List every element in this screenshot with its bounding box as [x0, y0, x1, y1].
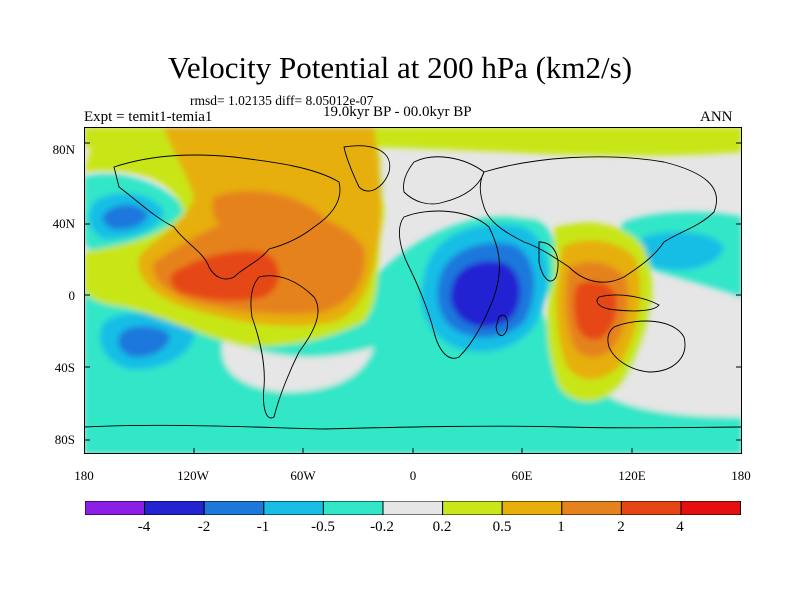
- lon-label-60e: 60E: [511, 468, 533, 483]
- season-label: ANN: [700, 109, 733, 125]
- coast-india: [538, 241, 559, 282]
- colorbar-label-9: 4: [676, 519, 684, 535]
- plot-title: Velocity Potential at 200 hPa (km2/s): [167, 50, 633, 85]
- colorbar-box-9: [620, 501, 682, 515]
- lon-label-0: 0: [409, 468, 417, 483]
- coastlines: [84, 145, 742, 430]
- colorbar-box-3: [263, 501, 324, 515]
- lat-label-80s: 80S: [54, 432, 75, 447]
- contour-neg2-east-asia: [639, 231, 724, 271]
- lon-label-180w: 180: [74, 468, 94, 483]
- contour-neutral-europe: [364, 160, 602, 222]
- contour-neutral-south-atlantic: [222, 337, 374, 392]
- lat-label-eq: 0: [68, 288, 76, 303]
- lat-label-40s: 40S: [54, 360, 75, 375]
- map-ticks: [84, 142, 742, 454]
- coast-north-america: [113, 154, 341, 280]
- contour-pos3-north-atlantic: [212, 190, 324, 243]
- colorbar-box-4: [322, 501, 384, 515]
- colorbar-label-6: 0.5: [492, 519, 512, 535]
- lat-label-40n: 40N: [52, 216, 75, 231]
- lon-label-120e: 120E: [618, 468, 646, 483]
- colorbar-box-0: [85, 501, 146, 515]
- colorbar-box-2: [203, 501, 265, 515]
- colorbar-box-6: [442, 501, 503, 515]
- colorbar-box-10: [680, 501, 741, 515]
- lat-label-80n: 80N: [52, 142, 75, 157]
- colorbar-label-4: -0.2: [370, 519, 394, 535]
- coast-greenland: [343, 145, 391, 192]
- colorbar-label-3: -0.5: [311, 519, 335, 535]
- lon-label-120w: 120W: [177, 468, 209, 483]
- contour-neg3-north-pacific: [102, 204, 148, 230]
- coast-asia: [479, 156, 717, 283]
- contour-neg4-africa: [450, 261, 521, 327]
- coast-antarctica: [84, 424, 742, 430]
- colorbar-label-2: -1: [256, 519, 270, 535]
- coast-indonesia: [596, 294, 660, 312]
- colorbar-box-5: [382, 501, 444, 515]
- coast-europe: [403, 156, 485, 205]
- stats-label: rmsd= 1.02135 diff= 8.05012e-07: [190, 93, 374, 108]
- colorbar-label-1: -2: [197, 519, 211, 535]
- coast-australia: [607, 320, 686, 373]
- colorbar-box-8: [561, 501, 622, 515]
- coast-madagascar: [495, 314, 508, 336]
- velocity-potential-map: [84, 127, 742, 454]
- lon-label-180e: 180: [731, 468, 751, 483]
- colorbar-label-7: 1: [557, 519, 565, 535]
- coast-south-america: [250, 275, 319, 419]
- coast-africa: [398, 210, 500, 359]
- lon-label-60w: 60W: [290, 468, 316, 483]
- colorbar-box-7: [501, 501, 563, 515]
- contour-neg3-south-pacific: [118, 326, 170, 358]
- colorbar-label-5: 0.2: [432, 519, 452, 535]
- colorbar: [85, 501, 741, 515]
- colorbar-label-8: 2: [617, 519, 625, 535]
- colorbar-label-0: -4: [137, 519, 151, 535]
- experiment-label: Expt = temit1-temia1: [84, 109, 213, 125]
- contour-pos4-americas: [170, 250, 279, 301]
- colorbar-box-1: [144, 501, 205, 515]
- period-label: 19.0kyr BP - 00.0kyr BP: [323, 104, 472, 120]
